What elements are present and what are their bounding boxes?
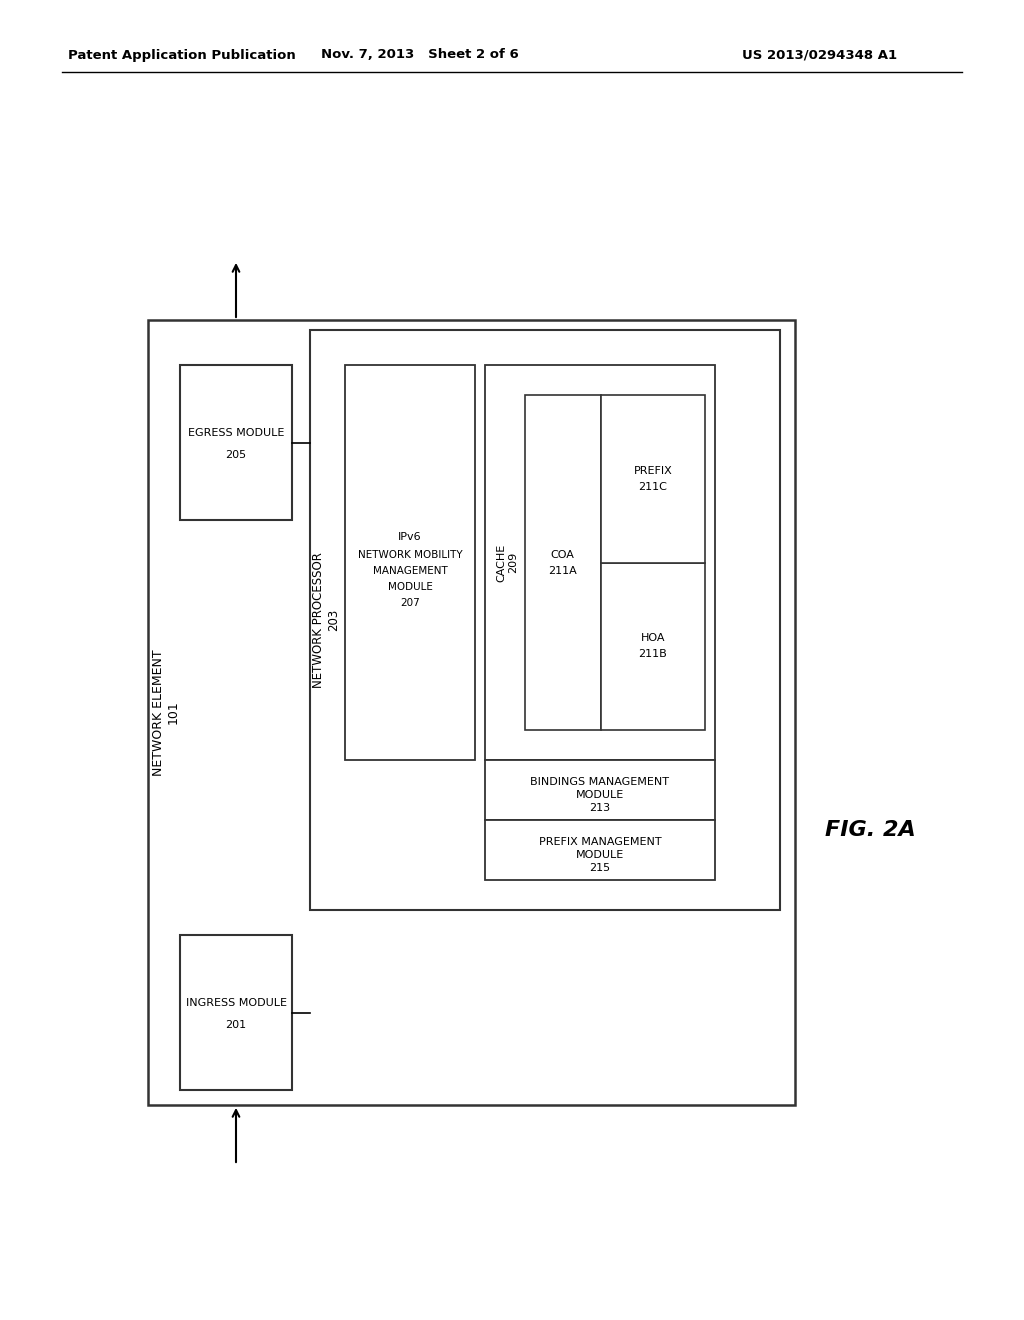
Text: 205: 205 (225, 450, 247, 459)
Text: Patent Application Publication: Patent Application Publication (68, 49, 296, 62)
Bar (310, 330, 780, 909)
Text: HOA: HOA (641, 634, 665, 643)
Bar (148, 319, 795, 1105)
Bar (601, 395, 705, 562)
Text: 211B: 211B (638, 649, 668, 659)
Text: 215: 215 (590, 863, 610, 873)
Text: MANAGEMENT: MANAGEMENT (373, 565, 447, 576)
Bar (345, 366, 475, 760)
Text: 207: 207 (400, 598, 420, 607)
Bar (601, 562, 705, 730)
Text: IPv6: IPv6 (398, 532, 422, 543)
Text: EGRESS MODULE: EGRESS MODULE (187, 428, 285, 437)
Text: INGRESS MODULE: INGRESS MODULE (185, 998, 287, 1007)
Text: NETWORK ELEMENT
101: NETWORK ELEMENT 101 (152, 649, 180, 776)
Bar (485, 760, 715, 820)
Text: MODULE: MODULE (387, 582, 432, 591)
Bar (485, 820, 715, 880)
Bar (180, 935, 292, 1090)
Text: NETWORK MOBILITY: NETWORK MOBILITY (357, 549, 462, 560)
Text: CACHE
209: CACHE 209 (497, 544, 518, 582)
Bar (525, 395, 601, 730)
Text: BINDINGS MANAGEMENT: BINDINGS MANAGEMENT (530, 777, 670, 787)
Text: 211A: 211A (549, 565, 578, 576)
Text: PREFIX: PREFIX (634, 466, 672, 475)
Text: 211C: 211C (638, 482, 668, 492)
Text: MODULE: MODULE (575, 850, 624, 861)
Bar (180, 366, 292, 520)
Text: COA: COA (551, 549, 574, 560)
Text: MODULE: MODULE (575, 789, 624, 800)
Text: NETWORK PROCESSOR
203: NETWORK PROCESSOR 203 (312, 552, 340, 688)
Text: US 2013/0294348 A1: US 2013/0294348 A1 (742, 49, 898, 62)
Text: 213: 213 (590, 803, 610, 813)
Text: FIG. 2A: FIG. 2A (824, 820, 915, 840)
Text: PREFIX MANAGEMENT: PREFIX MANAGEMENT (539, 837, 662, 847)
Text: 201: 201 (225, 1019, 247, 1030)
Text: Nov. 7, 2013   Sheet 2 of 6: Nov. 7, 2013 Sheet 2 of 6 (322, 49, 519, 62)
Bar (485, 366, 715, 760)
